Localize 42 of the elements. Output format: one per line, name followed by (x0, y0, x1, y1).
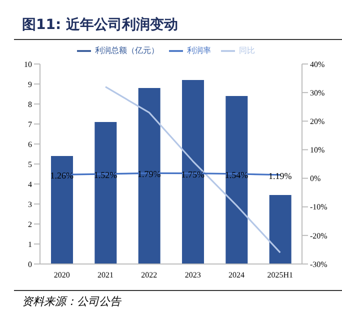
y-tick-label: 7 (28, 120, 32, 129)
y-tick-label: 3 (28, 200, 32, 209)
y-tick-label: 2 (28, 220, 32, 229)
y2-tick-label: -30% (310, 260, 328, 269)
y2-tick-label: 10% (310, 146, 325, 155)
x-tick-label: 2024 (228, 270, 244, 280)
data-label: 1.19% (268, 170, 292, 181)
y2-tick-label: 30% (310, 88, 325, 98)
x-tick-label: 2023 (184, 270, 201, 280)
y2-tick-label: -10% (310, 202, 328, 212)
legend-label: 同比 (239, 46, 255, 56)
y2-tick-label: 0% (310, 174, 321, 184)
y-tick-label: 8 (28, 100, 32, 109)
data-label: 1.26% (50, 170, 74, 181)
bar (138, 88, 160, 264)
data-label: 1.54% (224, 170, 249, 180)
y-tick-label: 5 (28, 160, 32, 169)
legend-label: 利润总额（亿元） (95, 46, 159, 56)
y-tick-label: 9 (28, 80, 32, 89)
y-tick-label: 4 (28, 180, 32, 189)
x-tick-label: 2022 (141, 270, 158, 280)
y2-tick-label: -20% (310, 231, 328, 240)
y-tick-label: 6 (28, 140, 32, 149)
chart-title: 图11: 近年公司利润变动 (22, 16, 178, 34)
text: 资料来源：公司公告 (22, 294, 121, 309)
y-tick-label: 10 (24, 60, 32, 69)
y2-tick-label: 20% (310, 116, 325, 126)
bar (182, 80, 204, 264)
x-tick-label: 2020 (54, 270, 70, 280)
legend-label: 利润率 (187, 46, 211, 56)
data-label: 1.75% (181, 169, 205, 180)
y-tick-label: 1 (28, 240, 32, 249)
bar (51, 156, 73, 264)
data-label: 1.52% (94, 170, 118, 180)
data-label: 1.79% (138, 169, 162, 180)
x-tick-label: 2025H1 (267, 270, 294, 280)
y-tick-label: 0 (28, 260, 32, 269)
bar (226, 96, 248, 264)
x-tick-label: 2021 (98, 270, 114, 280)
y2-tick-label: 40% (310, 60, 325, 69)
bar (269, 195, 292, 264)
bar (94, 122, 117, 264)
